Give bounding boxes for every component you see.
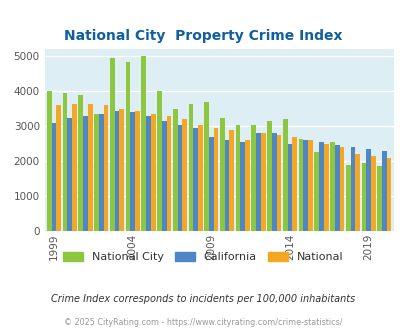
- Bar: [318, 142, 323, 231]
- Bar: [334, 146, 339, 231]
- Bar: [88, 104, 92, 231]
- Bar: [173, 109, 177, 231]
- Text: © 2025 CityRating.com - https://www.cityrating.com/crime-statistics/: © 2025 CityRating.com - https://www.city…: [64, 318, 341, 327]
- Bar: [141, 56, 146, 231]
- Bar: [266, 121, 271, 231]
- Bar: [193, 128, 198, 231]
- Bar: [339, 147, 343, 231]
- Bar: [313, 152, 318, 231]
- Bar: [224, 140, 229, 231]
- Bar: [56, 105, 61, 231]
- Bar: [146, 116, 150, 231]
- Bar: [365, 149, 370, 231]
- Bar: [381, 151, 386, 231]
- Bar: [130, 112, 135, 231]
- Bar: [256, 133, 260, 231]
- Bar: [150, 114, 155, 231]
- Bar: [298, 139, 303, 231]
- Bar: [188, 104, 193, 231]
- Bar: [307, 140, 312, 231]
- Bar: [386, 158, 390, 231]
- Bar: [213, 128, 218, 231]
- Bar: [126, 62, 130, 231]
- Bar: [276, 135, 281, 231]
- Bar: [166, 116, 171, 231]
- Bar: [119, 109, 124, 231]
- Bar: [182, 119, 187, 231]
- Bar: [47, 91, 51, 231]
- Bar: [78, 95, 83, 231]
- Bar: [67, 117, 72, 231]
- Bar: [235, 124, 240, 231]
- Bar: [240, 142, 245, 231]
- Bar: [103, 105, 108, 231]
- Bar: [204, 102, 209, 231]
- Bar: [114, 111, 119, 231]
- Bar: [361, 163, 365, 231]
- Bar: [94, 114, 99, 231]
- Bar: [260, 133, 265, 231]
- Bar: [157, 91, 162, 231]
- Bar: [354, 154, 359, 231]
- Bar: [303, 140, 307, 231]
- Bar: [271, 133, 276, 231]
- Bar: [292, 137, 296, 231]
- Bar: [177, 124, 182, 231]
- Bar: [72, 104, 77, 231]
- Legend: National City, California, National: National City, California, National: [58, 248, 347, 267]
- Bar: [323, 144, 328, 231]
- Bar: [350, 147, 354, 231]
- Bar: [251, 124, 256, 231]
- Bar: [245, 140, 249, 231]
- Bar: [376, 166, 381, 231]
- Bar: [162, 121, 166, 231]
- Bar: [110, 58, 114, 231]
- Bar: [282, 119, 287, 231]
- Bar: [370, 156, 375, 231]
- Bar: [220, 117, 224, 231]
- Bar: [345, 165, 350, 231]
- Bar: [209, 137, 213, 231]
- Text: Crime Index corresponds to incidents per 100,000 inhabitants: Crime Index corresponds to incidents per…: [51, 294, 354, 304]
- Bar: [198, 124, 202, 231]
- Bar: [229, 130, 234, 231]
- Bar: [83, 116, 88, 231]
- Bar: [135, 111, 139, 231]
- Bar: [287, 144, 292, 231]
- Bar: [99, 114, 103, 231]
- Bar: [51, 123, 56, 231]
- Text: National City  Property Crime Index: National City Property Crime Index: [64, 29, 341, 43]
- Bar: [63, 93, 67, 231]
- Bar: [329, 142, 334, 231]
